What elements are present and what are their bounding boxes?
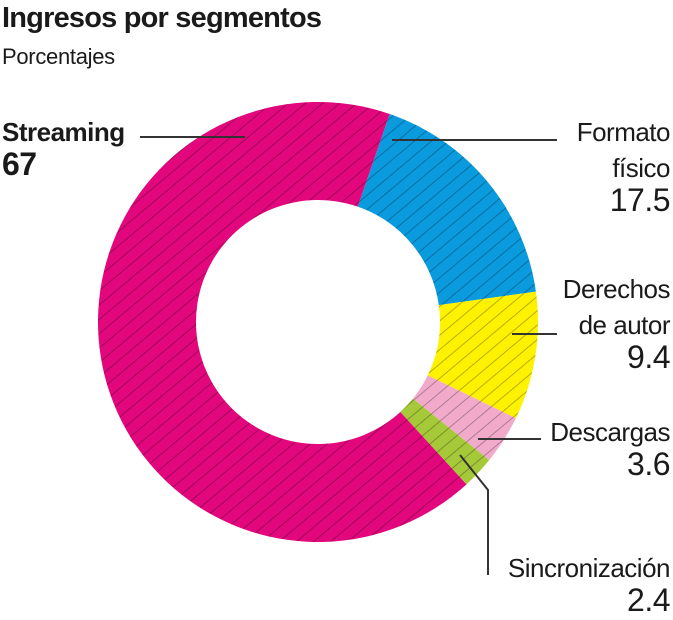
label-streaming-value: 67 [2,146,37,182]
label-sincronizacion-value: 2.4 [627,582,670,618]
label-derechos-line1: Derechos [562,274,671,304]
label-formato-value: 17.5 [609,182,671,218]
label-descargas-name: Descargas [550,417,670,447]
slice-derechos-de-autor-hatch [427,291,538,419]
label-sincronizacion: Sincronización 2.4 [507,553,671,618]
label-derechos-line2: de autor [578,310,671,340]
label-formato: Formato físico 17.5 [576,117,671,218]
label-derechos: Derechos de autor 9.4 [562,274,671,375]
label-derechos-value: 9.4 [627,339,670,375]
chart-subtitle: Porcentajes [2,44,115,69]
label-formato-line2: físico [612,153,670,183]
label-formato-line1: Formato [576,117,671,147]
label-sincronizacion-name: Sincronización [507,553,671,583]
label-streaming-name: Streaming [2,117,125,147]
slice-streaming-hatch [97,102,467,542]
label-streaming: Streaming 67 [2,117,125,181]
slice-formato-fisico-hatch [357,113,536,306]
label-descargas-value: 3.6 [627,446,670,482]
leader-line-sincronizacion [459,454,489,575]
chart-title: Ingresos por segmentos [2,2,322,34]
label-descargas: Descargas 3.6 [550,417,670,481]
